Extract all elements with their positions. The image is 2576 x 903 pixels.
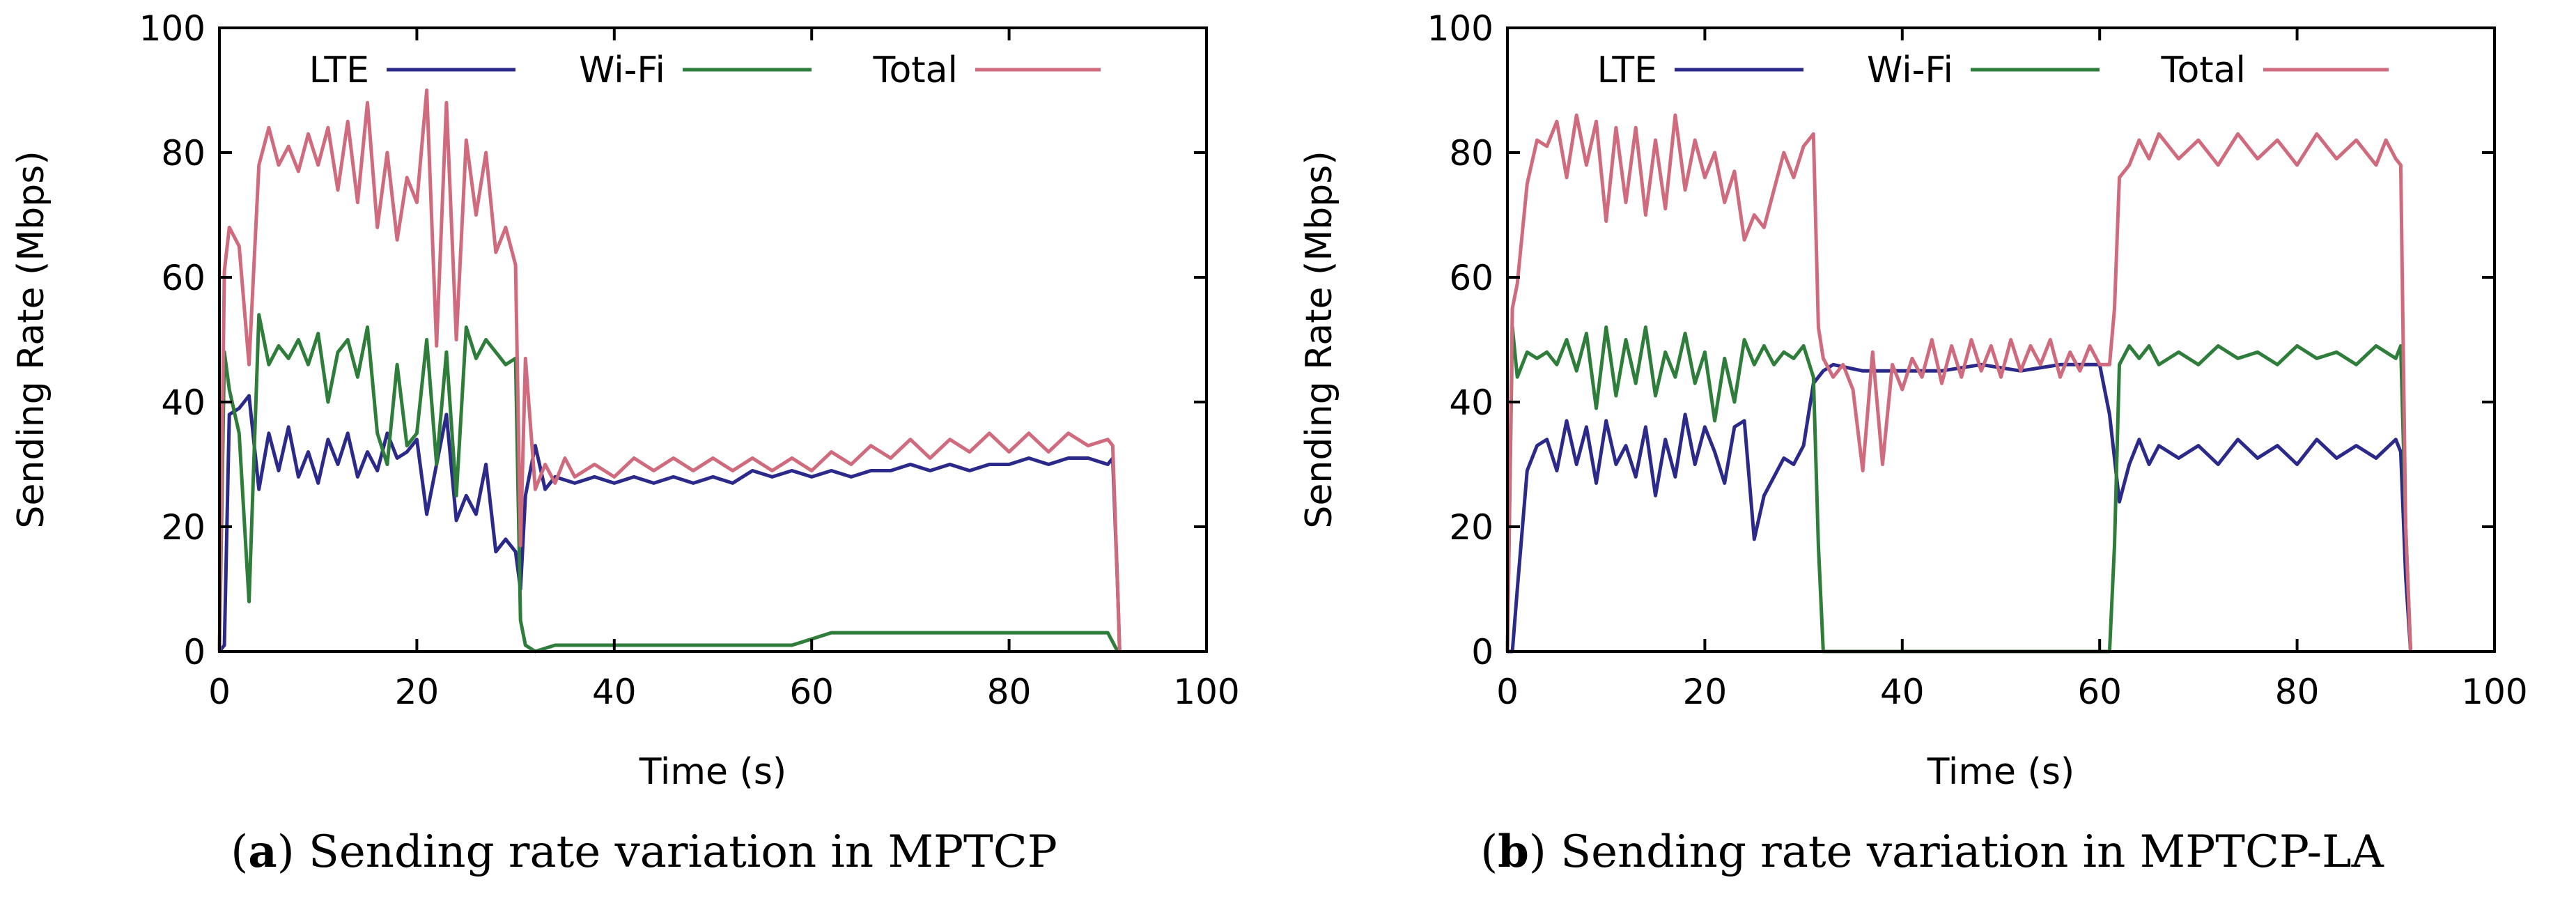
legend-label: Total	[2161, 49, 2246, 91]
x-tick-label: 100	[1173, 672, 1239, 712]
x-tick-label: 0	[1496, 672, 1519, 712]
x-axis-label: Time (s)	[1927, 751, 2074, 793]
legend-label: Wi-Fi	[579, 49, 665, 91]
y-tick-label: 40	[161, 383, 205, 423]
series-line-lte	[218, 394, 1122, 653]
caption-b-text: Sending rate variation in MPTCP-LA	[1546, 826, 2384, 878]
y-tick-label: 0	[1471, 632, 1493, 672]
x-tick-label: 80	[2275, 672, 2320, 712]
x-tick-label: 20	[1683, 672, 1728, 712]
y-tick-label: 80	[161, 133, 205, 173]
legend-label: Wi-Fi	[1867, 49, 1953, 91]
caption-a-text: Sending rate variation in MPTCP	[294, 826, 1057, 878]
y-tick-label: 20	[161, 507, 205, 548]
y-tick-label: 100	[1427, 8, 1493, 49]
series-line-total	[217, 88, 1122, 652]
chart-panel-a: 0 20 40 60 80 100 0 20 40 60 80 100 Time (s) Sending …	[10, 8, 1240, 878]
series-line-wi-fi	[217, 313, 1119, 654]
legend-label: Total	[873, 49, 958, 91]
caption-b: (b) Sending rate variation in MPTCP-LA	[1480, 826, 2384, 878]
x-tick-label: 40	[592, 672, 637, 712]
y-tick-label: 20	[1449, 507, 1493, 548]
x-tick-label: 40	[1880, 672, 1925, 712]
y-axis-label: Sending Rate (Mbps)	[1298, 150, 1340, 528]
series-line-total	[1505, 113, 2413, 652]
plot-frame	[218, 26, 1208, 653]
y-tick-label: 40	[1449, 383, 1493, 423]
x-tick-label: 80	[987, 672, 1032, 712]
chart-panel-b: 0 20 40 60 80 100 0 20 40 60 80 100 Time (s) Sending …	[1288, 0, 2576, 903]
caption-b-tag: b	[1498, 826, 1529, 878]
caption-a: (a) Sending rate variation in MPTCP	[231, 826, 1057, 878]
x-tick-label: 100	[2461, 672, 2527, 712]
x-tick-label: 20	[395, 672, 440, 712]
x-tick-label: 60	[2077, 672, 2122, 712]
y-tick-label: 60	[161, 258, 205, 298]
y-tick-label: 100	[139, 8, 205, 49]
series-line-lte	[1507, 362, 2413, 654]
chart-b-svg: 0 20 40 60 80 100 0 20 40 60 80 100 Time (s) Sending …	[1298, 8, 2528, 793]
x-tick-label: 0	[208, 672, 231, 712]
x-axis-label: Time (s)	[639, 751, 786, 793]
y-tick-label: 0	[183, 632, 205, 672]
y-axis-label: Sending Rate (Mbps)	[10, 150, 52, 528]
series-line-wi-fi	[1505, 325, 2413, 654]
caption-a-tag: a	[248, 826, 277, 878]
chart-a-svg: 0 20 40 60 80 100 0 20 40 60 80 100 Time (s) Sending …	[10, 8, 1240, 793]
y-tick-label: 80	[1449, 133, 1493, 173]
x-tick-label: 60	[789, 672, 834, 712]
plot-frame	[1506, 26, 2496, 653]
legend-label: LTE	[1597, 49, 1657, 91]
legend-label: LTE	[309, 49, 369, 91]
y-tick-label: 60	[1449, 258, 1493, 298]
